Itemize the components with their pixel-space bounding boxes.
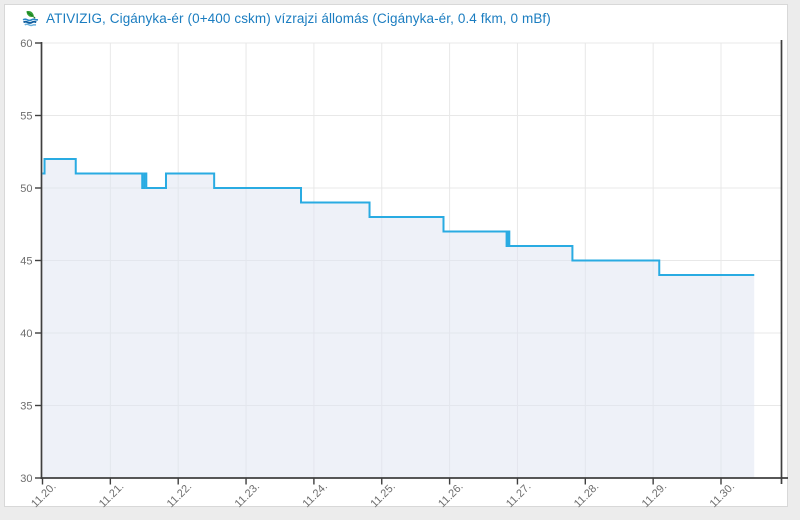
y-tick-label: 50 — [20, 183, 32, 195]
y-tick-label: 45 — [20, 256, 32, 268]
x-tick-label: 11.22. — [165, 481, 195, 511]
x-tick-label: 11.27. — [504, 481, 534, 511]
y-tick-label: 30 — [20, 473, 32, 485]
y-tick-label: 55 — [20, 111, 32, 123]
water-level-line — [42, 158, 755, 276]
x-tick-label: 11.23. — [233, 481, 263, 511]
chart-title: ATIVIZIG, Cigányka-ér (0+400 cskm) vízra… — [46, 10, 551, 26]
x-tick-label: 11.28. — [572, 481, 602, 511]
x-tick-label: 11.25. — [368, 481, 398, 511]
x-tick-label: 11.29. — [640, 481, 670, 511]
x-tick-label: 11.20. — [29, 481, 59, 511]
y-tick-label: 40 — [20, 328, 32, 340]
ativizig-logo-icon — [22, 10, 38, 26]
water-level-area — [42, 159, 755, 478]
x-tick-label: 11.30. — [708, 481, 738, 511]
y-tick-label: 35 — [20, 401, 32, 413]
y-tick-label: 60 — [20, 38, 32, 50]
chart-header: ATIVIZIG, Cigányka-ér (0+400 cskm) vízra… — [22, 8, 551, 28]
x-tick-label: 11.21. — [97, 481, 127, 511]
x-tick-label: 11.26. — [436, 481, 466, 511]
x-tick-label: 11.24. — [300, 481, 330, 511]
